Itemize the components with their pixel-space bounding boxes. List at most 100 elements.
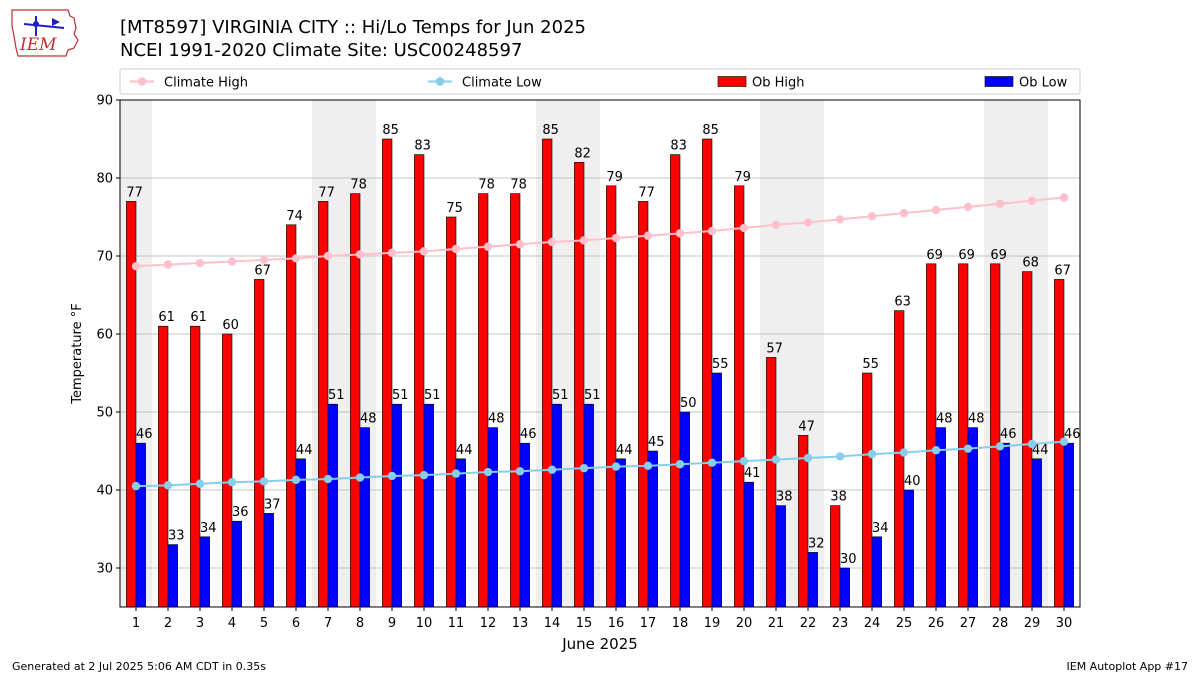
label-ob-low-20: 41: [744, 466, 761, 481]
bar-ob-low-8: [359, 427, 370, 608]
bar-ob-low-22: [807, 552, 818, 608]
bar-ob-low-11: [455, 458, 466, 608]
xtick-label-20: 20: [736, 616, 753, 631]
xtick-label-6: 6: [292, 616, 300, 631]
label-ob-low-12: 48: [488, 412, 505, 427]
xtick-label-16: 16: [608, 616, 625, 631]
climate-low-point-11: [451, 469, 461, 478]
label-ob-low-24: 34: [872, 521, 889, 536]
climate-low-point-28: [995, 442, 1005, 451]
label-ob-high-30: 67: [1054, 263, 1071, 278]
climate-low-point-20: [739, 456, 749, 466]
climate-low-point-2: [163, 481, 173, 490]
label-ob-high-10: 83: [414, 139, 431, 154]
climate-high-point-27: [963, 202, 973, 212]
xtick-label-30: 30: [1056, 616, 1073, 631]
bar-ob-high-25: [894, 310, 905, 608]
climate-low-point-21: [771, 455, 781, 464]
ytick-label-80: 80: [96, 172, 113, 187]
climate-low-line: [135, 440, 1065, 488]
climate-high-point-15: [579, 236, 589, 245]
bar-ob-low-25: [903, 489, 914, 608]
climate-high-point-7: [323, 251, 333, 261]
climate-low-point-12: [483, 467, 493, 477]
xtick-label-4: 4: [228, 616, 236, 631]
xtick-label-27: 27: [960, 616, 977, 631]
iem-logo: IEM: [8, 6, 84, 64]
generated-timestamp: Generated at 2 Jul 2025 5:06 AM CDT in 0…: [12, 660, 266, 673]
bar-ob-high-21: [766, 357, 777, 608]
bar-ob-high-18: [670, 154, 681, 608]
climate-low-point-7: [323, 474, 333, 484]
xtick-label-26: 26: [928, 616, 945, 631]
label-ob-low-5: 37: [264, 497, 281, 512]
climate-high-point-21: [771, 220, 781, 229]
climate-high-point-19: [707, 226, 717, 236]
climate-high-point-29: [1027, 196, 1037, 205]
climate-high-point-14: [547, 237, 557, 247]
plot-frame: [119, 99, 1081, 608]
bar-ob-low-28: [999, 442, 1010, 608]
climate-low-point-29: [1027, 439, 1037, 449]
bar-ob-high-27: [958, 263, 969, 608]
label-ob-high-24: 55: [862, 357, 879, 372]
label-ob-high-19: 85: [702, 123, 719, 138]
climate-low-point-30: [1059, 437, 1069, 446]
label-ob-high-11: 75: [446, 201, 463, 216]
xtick-label-28: 28: [992, 616, 1009, 631]
climate-high-point-5: [259, 255, 269, 265]
x-axis-label: June 2025: [561, 635, 638, 653]
climate-low-point-15: [579, 463, 589, 473]
climate-low-point-19: [707, 458, 717, 467]
climate-high-line: [135, 196, 1065, 268]
label-ob-low-3: 34: [200, 521, 217, 536]
xtick-label-24: 24: [864, 616, 881, 631]
bar-ob-high-10: [414, 154, 425, 608]
legend-label-ob-high: Ob High: [752, 76, 805, 91]
bar-ob-high-28: [990, 263, 1001, 608]
legend-marker-climate-low: [435, 77, 445, 86]
bar-ob-high-5: [254, 279, 265, 608]
bar-ob-low-3: [199, 536, 210, 608]
bar-ob-high-16: [606, 185, 617, 608]
chart-subtitle: NCEI 1991-2020 Climate Site: USC00248597: [120, 40, 523, 61]
y-axis-label: Temperature °F: [70, 303, 85, 404]
bar-ob-high-29: [1022, 271, 1033, 608]
bar-ob-high-11: [446, 216, 457, 608]
xtick-label-12: 12: [480, 616, 497, 631]
climate-low-point-13: [515, 467, 525, 476]
bar-ob-low-17: [647, 450, 658, 608]
xtick-label-8: 8: [356, 616, 364, 631]
label-ob-high-13: 78: [510, 178, 527, 193]
label-ob-low-6: 44: [296, 443, 313, 458]
bar-ob-low-10: [423, 403, 434, 608]
climate-low-point-24: [867, 449, 877, 459]
label-ob-high-7: 77: [318, 185, 335, 200]
xtick-label-3: 3: [196, 616, 204, 631]
legend-box: [119, 68, 1081, 95]
label-ob-low-7: 51: [328, 388, 345, 403]
xtick-label-18: 18: [672, 616, 689, 631]
xtick-label-21: 21: [768, 616, 785, 631]
ytick-label-90: 90: [96, 94, 113, 109]
bar-ob-high-26: [926, 263, 937, 608]
xtick-label-13: 13: [512, 616, 529, 631]
climate-low-point-6: [291, 475, 301, 485]
label-ob-high-16: 79: [606, 170, 623, 185]
label-ob-high-9: 85: [382, 123, 399, 138]
xtick-label-2: 2: [164, 616, 172, 631]
legend-label-ob-low: Ob Low: [1019, 76, 1068, 91]
climate-high-point-16: [611, 233, 621, 243]
label-ob-low-9: 51: [392, 388, 409, 403]
label-ob-low-16: 44: [616, 443, 633, 458]
bar-ob-high-15: [574, 162, 585, 608]
label-ob-high-28: 69: [990, 248, 1007, 263]
label-ob-high-2: 61: [158, 310, 175, 325]
ytick-label-60: 60: [96, 328, 113, 343]
bar-ob-high-17: [638, 201, 649, 608]
label-ob-low-21: 38: [776, 490, 793, 505]
label-ob-high-20: 79: [734, 170, 751, 185]
climate-high-point-28: [995, 199, 1005, 208]
xtick-label-10: 10: [416, 616, 433, 631]
